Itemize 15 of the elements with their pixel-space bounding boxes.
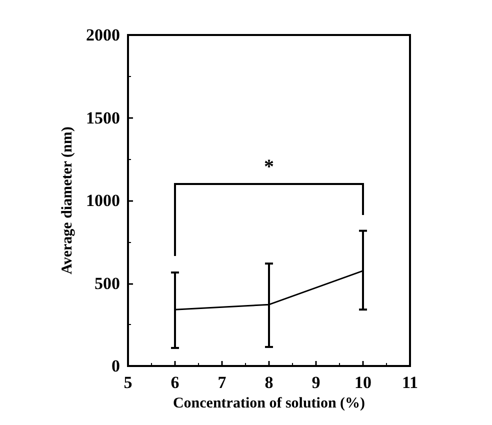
x-tick-label: 10 (354, 373, 372, 392)
y-tick-label: 500 (94, 274, 120, 293)
x-tick-label: 5 (124, 373, 132, 392)
x-tick-label: 8 (264, 373, 274, 392)
x-tick-label: 7 (218, 373, 227, 392)
annotation: * (263, 156, 275, 179)
y-tick-label: 0 (112, 356, 120, 376)
y-tick-label: 1000 (86, 191, 120, 210)
x-tick-label: 9 (312, 373, 320, 392)
x-tick-label: 11 (402, 373, 418, 392)
x-tick-label: 6 (170, 373, 180, 392)
y-axis-title: Average diameter (nm) (60, 126, 76, 274)
y-tick-label: 2000 (86, 26, 120, 44)
x-axis-title: Concentration of solution (%) (172, 396, 366, 412)
y-tick-label: 1500 (86, 108, 120, 128)
